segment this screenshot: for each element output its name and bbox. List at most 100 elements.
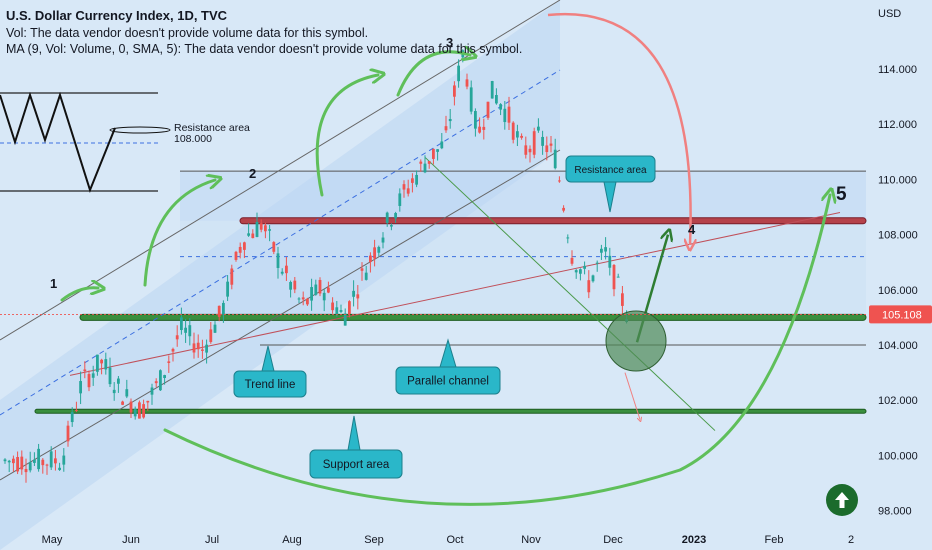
wave-label-4: 4 bbox=[688, 222, 696, 237]
candle-body bbox=[28, 462, 32, 471]
candle-body bbox=[49, 451, 53, 468]
candle-body bbox=[432, 148, 435, 159]
candle-body bbox=[108, 367, 112, 385]
candle-body bbox=[621, 293, 624, 306]
candle-body bbox=[423, 163, 427, 173]
candle-body bbox=[234, 251, 238, 260]
y-tick-label: 104.000 bbox=[878, 340, 918, 352]
candle-body bbox=[352, 290, 355, 297]
x-tick-label: Dec bbox=[603, 534, 623, 546]
x-tick-label: Oct bbox=[446, 534, 463, 546]
candle-body bbox=[507, 106, 511, 123]
candle-body bbox=[96, 354, 99, 372]
candle-body bbox=[154, 381, 158, 384]
candle-body bbox=[196, 342, 200, 350]
candle-body bbox=[289, 282, 292, 290]
candle-body bbox=[272, 242, 276, 252]
candle-body bbox=[511, 122, 515, 140]
candle-body bbox=[474, 111, 477, 129]
callout-box bbox=[395, 366, 501, 395]
candle-body bbox=[566, 237, 570, 239]
candle-body bbox=[528, 148, 532, 153]
candle-body bbox=[595, 262, 599, 264]
candle-body bbox=[532, 131, 536, 155]
y-tick-label: 110.000 bbox=[878, 174, 917, 186]
candle-body bbox=[12, 458, 15, 464]
candle-body bbox=[112, 389, 116, 394]
x-tick-label: Jun bbox=[122, 534, 140, 546]
pattern-sketch bbox=[0, 91, 171, 193]
candle-body bbox=[133, 409, 137, 417]
y-tick-label: 106.000 bbox=[878, 285, 918, 297]
candle-body bbox=[381, 237, 385, 243]
up-arc-arrow-1 bbox=[315, 75, 378, 197]
candle-body bbox=[66, 425, 70, 442]
candle-body bbox=[516, 131, 519, 138]
candle-body bbox=[524, 145, 528, 155]
candle-body bbox=[558, 180, 561, 182]
y-tick-label: 112.000 bbox=[878, 119, 917, 131]
candle-body bbox=[411, 178, 414, 183]
candle-body bbox=[58, 467, 61, 470]
callout-pointer bbox=[261, 345, 275, 372]
wave-label-2: 2 bbox=[249, 166, 256, 181]
candle-body bbox=[314, 284, 318, 295]
candle-body bbox=[591, 275, 595, 282]
candle-body bbox=[490, 81, 494, 99]
support-level-bar bbox=[34, 408, 867, 414]
candle-body bbox=[180, 317, 183, 331]
candle-body bbox=[209, 329, 213, 342]
candle-body bbox=[406, 188, 410, 194]
candle-body bbox=[264, 225, 267, 232]
symbol-title: U.S. Dollar Currency Index, 1D, TVC bbox=[6, 8, 228, 23]
candle-body bbox=[268, 229, 271, 231]
candle-body bbox=[222, 302, 225, 315]
wave-label-5: 5 bbox=[836, 184, 847, 205]
reversal-zone-circle bbox=[605, 310, 667, 372]
candle-body bbox=[541, 136, 544, 146]
y-tick-label: 102.000 bbox=[878, 395, 918, 407]
candle-body bbox=[448, 118, 452, 122]
pattern-ellipse bbox=[109, 126, 171, 134]
candle-body bbox=[121, 401, 124, 405]
candle-body bbox=[285, 265, 288, 274]
candle-body bbox=[390, 225, 393, 227]
candle-body bbox=[138, 402, 141, 419]
candle-body bbox=[91, 373, 95, 378]
candle-body bbox=[402, 184, 406, 190]
last-price-text: 105.108 bbox=[882, 309, 922, 321]
candle-body bbox=[293, 280, 297, 290]
y-tick-label: 98.000 bbox=[878, 506, 912, 518]
candle-body bbox=[310, 287, 313, 301]
scroll-up-button[interactable] bbox=[826, 484, 858, 516]
candle-body bbox=[553, 149, 557, 169]
candle-body bbox=[3, 459, 7, 462]
candle-body bbox=[318, 279, 322, 294]
candle-body bbox=[415, 174, 418, 185]
candle-body bbox=[167, 361, 171, 363]
candle-body bbox=[100, 359, 103, 364]
candle-body bbox=[37, 448, 40, 470]
candle-body bbox=[238, 246, 242, 253]
candle-body bbox=[243, 242, 246, 250]
candle-body bbox=[79, 381, 82, 394]
wave-2-arrow bbox=[143, 180, 215, 287]
candle-body bbox=[427, 161, 431, 164]
candle-body bbox=[24, 468, 28, 473]
x-tick-label: 2023 bbox=[682, 534, 706, 546]
candle-body bbox=[54, 458, 57, 464]
candle-body bbox=[364, 272, 368, 280]
arrow-up-icon bbox=[835, 492, 849, 508]
candle-body bbox=[20, 456, 24, 470]
candle-body bbox=[226, 281, 229, 297]
candle-body bbox=[16, 457, 19, 472]
x-tick-label: Sep bbox=[364, 534, 384, 546]
wave-label-3: 3 bbox=[446, 35, 453, 50]
currency-label: USD bbox=[878, 8, 901, 20]
candle-body bbox=[276, 253, 280, 268]
candle-body bbox=[495, 95, 498, 104]
candle-body bbox=[520, 135, 523, 138]
candle-body bbox=[612, 265, 616, 290]
